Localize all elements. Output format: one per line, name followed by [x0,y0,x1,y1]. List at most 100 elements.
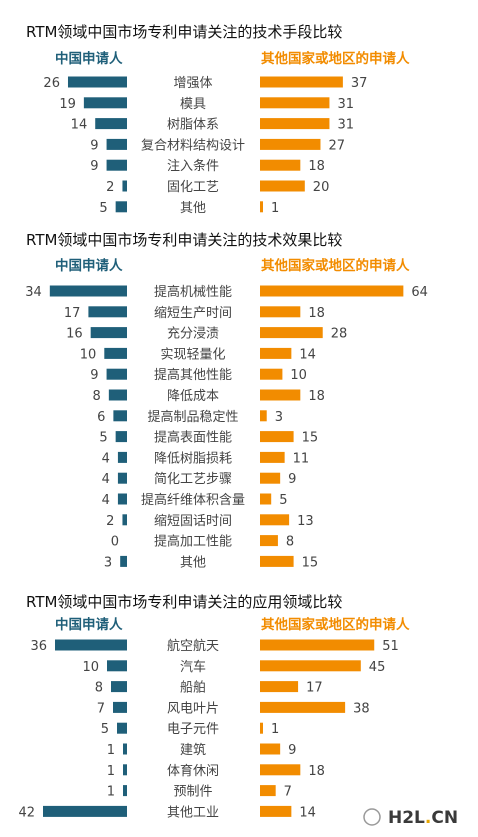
legend-other: 其他国家或地区的申请人 [261,616,410,633]
category-label: 缩短固话时间 [154,513,232,529]
value-label-china: 0 [111,535,119,550]
bar-other [260,201,263,213]
value-label-other: 18 [308,306,325,321]
bar-china [122,180,127,192]
value-label-other: 7 [284,785,292,800]
category-label: 建筑 [180,742,206,758]
bar-other [260,660,361,672]
chart-title: RTM领域中国市场专利申请关注的技术手段比较 [26,23,342,41]
value-label-other: 28 [331,327,348,342]
bar-china [49,285,127,297]
bar-other [260,681,299,693]
category-label: 预制件 [173,785,212,800]
bar-china [106,159,127,171]
category-label: 固化工艺 [167,180,219,195]
value-label-china: 16 [66,327,83,342]
value-label-other: 1 [271,722,279,737]
value-label-other: 37 [351,76,368,91]
value-label-other: 14 [299,347,316,362]
bar-other [260,159,301,171]
value-label-china: 2 [106,180,114,195]
bar-china [67,76,127,88]
value-label-other: 64 [411,285,428,300]
category-label: 提高纤维体积含量 [141,492,245,508]
category-label: 缩短生产时间 [154,305,232,321]
bar-china [123,785,127,797]
value-label-china: 1 [107,785,115,800]
bar-other [260,180,305,192]
bar-china [122,514,127,526]
bar-china [115,431,127,443]
value-label-other: 13 [297,514,314,529]
category-label: 体育休闲 [167,763,219,779]
category-label: 树脂体系 [167,118,219,133]
category-label: 复合材料结构设计 [141,138,245,153]
category-label: 其他工业 [167,805,219,820]
bar-other [260,514,290,526]
watermark-logo: H2L.CN [363,808,458,828]
value-label-china: 2 [106,514,114,529]
category-label: 电子元件 [167,722,219,737]
value-label-other: 10 [290,368,307,383]
bar-other [260,493,272,505]
bar-other [260,76,343,88]
bar-china [117,451,127,463]
bar-china [123,764,127,776]
bar-china [106,138,127,150]
bar-other [260,347,292,359]
category-label: 提高其他性能 [154,367,232,383]
bar-china [95,118,127,130]
value-label-china: 34 [25,285,42,300]
value-label-china: 9 [90,368,98,383]
value-label-china: 10 [82,660,99,675]
value-label-other: 51 [382,639,399,654]
bar-other [260,410,267,422]
bar-china [108,389,127,401]
bar-china [113,701,127,713]
bar-other [260,764,301,776]
bar-china [88,306,127,318]
legend-other: 其他国家或地区的申请人 [261,50,410,67]
value-label-other: 15 [302,431,319,446]
value-label-other: 20 [313,180,330,195]
category-label: 充分浸渍 [167,326,219,342]
bar-china [113,410,127,422]
bar-china [123,743,127,755]
category-label: 降低树脂损耗 [154,451,232,466]
bar-other [260,472,281,484]
legend-other: 其他国家或地区的申请人 [261,257,410,274]
value-label-china: 17 [64,306,81,321]
bar-china [90,327,127,339]
bar-china [120,555,127,567]
value-label-china: 9 [90,138,98,153]
category-label: 其他 [180,555,206,570]
bar-china [104,347,127,359]
category-label: 实现轻量化 [160,347,225,362]
value-label-other: 8 [286,535,294,550]
value-label-other: 45 [369,660,386,675]
value-label-china: 42 [18,805,35,820]
chart-title: RTM领域中国市场专利申请关注的技术效果比较 [26,231,342,249]
value-label-china: 5 [101,722,109,737]
bar-other [260,118,330,130]
bar-other [260,805,292,817]
value-label-other: 14 [299,805,316,820]
value-label-china: 8 [95,681,103,696]
legend-china: 中国申请人 [55,50,123,67]
bar-other [260,722,263,734]
value-label-other: 9 [288,472,296,487]
bar-other [260,306,301,318]
bar-other [260,701,346,713]
value-label-other: 15 [302,555,319,570]
value-label-other: 31 [337,118,354,133]
bar-china [117,722,127,734]
category-label: 风电叶片 [167,701,219,716]
value-label-other: 38 [353,701,370,716]
value-label-other: 18 [308,764,325,779]
chart-title: RTM领域中国市场专利申请关注的应用领域比较 [26,593,342,611]
bar-china [106,368,127,380]
value-label-china: 5 [99,201,107,216]
category-label: 提高制品稳定性 [147,409,238,425]
bar-china [55,639,127,651]
